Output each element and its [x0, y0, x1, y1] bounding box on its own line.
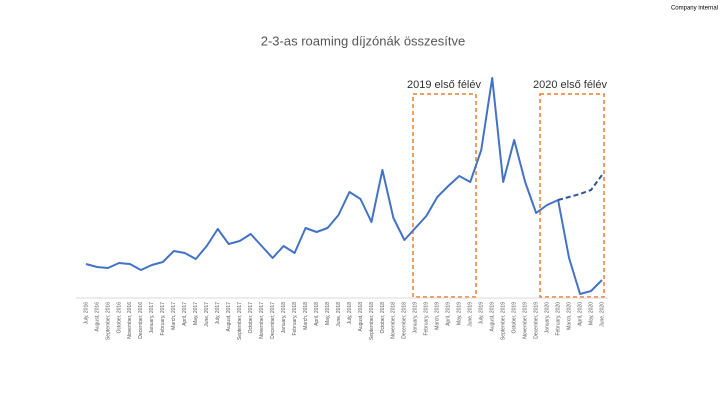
x-tick-label: August, 2017: [226, 302, 232, 332]
x-tick-label: May, 2017: [193, 302, 199, 325]
x-tick-label: December, 2018: [402, 302, 408, 339]
line-series: [557, 174, 603, 201]
x-tick-label: May, 2018: [325, 302, 331, 325]
x-tick-label: January, 2017: [149, 302, 155, 334]
x-tick-label: January, 2019: [413, 302, 419, 334]
x-tick-label: June, 2020: [599, 302, 605, 327]
x-tick-label: August, 2016: [94, 302, 100, 332]
x-tick-label: February, 2018: [292, 302, 298, 336]
x-tick-label: January, 2020: [544, 302, 550, 334]
x-tick-label: November, 2016: [127, 302, 133, 339]
x-tick-label: March, 2017: [171, 302, 177, 330]
x-tick-label: February, 2020: [555, 302, 561, 336]
x-tick-label: October, 2017: [248, 302, 254, 334]
x-tick-label: May, 2020: [588, 302, 594, 325]
x-tick-label: December, 2019: [533, 302, 539, 339]
x-tick-label: July, 2018: [347, 302, 353, 325]
x-tick-label: April, 2020: [577, 302, 583, 326]
x-tick-label: May, 2019: [457, 302, 463, 325]
x-tick-label: October, 2016: [116, 302, 122, 334]
x-tick-label: November, 2019: [522, 302, 528, 339]
x-tick-label: March, 2019: [435, 302, 441, 330]
annotation: 2020 első félév: [533, 79, 607, 91]
x-tick-label: July, 2017: [215, 302, 221, 325]
x-tick-label: September, 2019: [501, 302, 507, 340]
x-tick-label: April, 2018: [314, 302, 320, 326]
x-tick-label: October, 2019: [511, 302, 517, 334]
x-tick-label: February, 2019: [424, 302, 430, 336]
annotation: 2019 első félév: [407, 79, 481, 91]
x-tick-label: September, 2016: [105, 302, 111, 340]
x-tick-label: July, 2019: [479, 302, 485, 325]
x-tick-label: April, 2019: [446, 302, 452, 326]
x-tick-label: December, 2017: [270, 302, 276, 339]
x-tick-label: February, 2017: [160, 302, 166, 336]
highlight-box: [412, 93, 477, 298]
x-tick-label: March, 2018: [303, 302, 309, 330]
chart-title: 2-3-as roaming díjzónák összesítve: [261, 33, 465, 48]
x-tick-label: December, 2016: [138, 302, 144, 339]
x-tick-label: June, 2018: [336, 302, 342, 327]
x-tick-label: November, 2017: [259, 302, 265, 339]
x-tick-label: July, 2016: [83, 302, 89, 325]
corner-note: Company internal: [671, 6, 718, 12]
line-series: [85, 77, 603, 295]
x-tick-label: June, 2019: [468, 302, 474, 327]
x-tick-label: October, 2018: [380, 302, 386, 334]
x-tick-label: November, 2018: [391, 302, 397, 339]
x-tick-label: August, 2018: [358, 302, 364, 332]
x-tick-label: January, 2018: [281, 302, 287, 334]
x-tick-label: March, 2020: [566, 302, 572, 330]
x-tick-label: September, 2017: [237, 302, 243, 340]
x-tick-label: June, 2017: [204, 302, 210, 327]
x-tick-label: August, 2019: [490, 302, 496, 332]
x-tick-label: September, 2018: [369, 302, 375, 340]
highlight-box: [539, 93, 605, 298]
x-tick-label: April, 2017: [182, 302, 188, 326]
